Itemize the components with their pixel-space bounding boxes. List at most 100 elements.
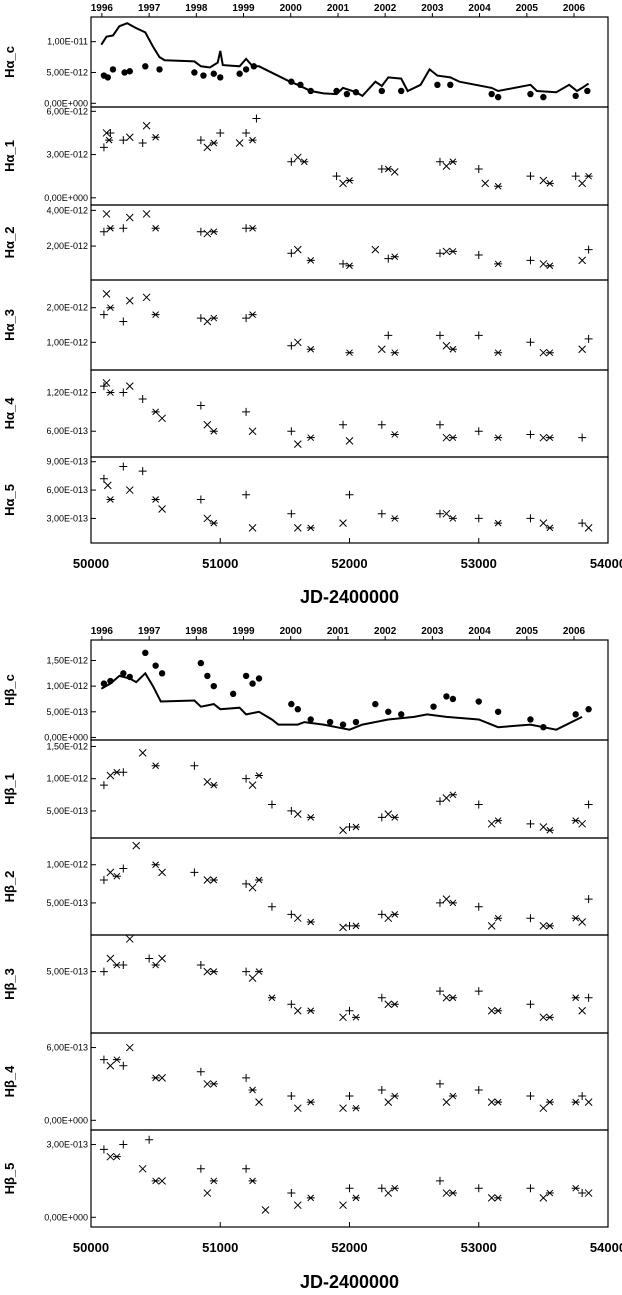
- data-point-plus: [242, 879, 251, 888]
- data-point-plus: [384, 331, 393, 340]
- data-point-cross: [106, 954, 115, 963]
- data-point-dot: [294, 706, 301, 713]
- data-point-star: [390, 1184, 399, 1192]
- data-point-plus: [267, 800, 276, 809]
- data-point-star: [390, 1092, 399, 1100]
- data-point-plus: [287, 910, 296, 919]
- data-point-star: [448, 791, 457, 799]
- data-point-cross: [578, 819, 587, 828]
- data-point-star: [494, 817, 503, 824]
- panel-label: Hα_4: [2, 397, 17, 430]
- data-point-dot: [121, 69, 128, 76]
- year-label: 2002: [374, 626, 397, 637]
- year-label: 1999: [232, 626, 255, 637]
- data-point-star: [390, 1000, 399, 1008]
- panel-label: Hα_5: [2, 484, 17, 516]
- chart-group-halpha: 1996 1997 1998 1999 2000 2001 2002 2003 2004 2005…: [2, 3, 622, 607]
- data-point-dot: [104, 74, 112, 81]
- panel-1-4: Hβ_4 0,00E+000 6,00E-013: [2, 1032, 609, 1131]
- data-point-plus: [435, 898, 444, 907]
- data-point-star: [390, 253, 399, 261]
- panel-0-2: Hα_2 2,00E-012 4,00E-012: [2, 204, 609, 281]
- data-point-star: [106, 496, 115, 503]
- data-point-plus: [119, 317, 128, 326]
- data-point-cross: [255, 1098, 263, 1106]
- data-point-star: [306, 1194, 315, 1202]
- data-point-star: [545, 349, 554, 357]
- data-point-plus: [474, 987, 483, 996]
- data-point-cross: [442, 509, 451, 518]
- data-point-plus: [138, 139, 147, 148]
- data-point-cross: [102, 289, 111, 298]
- data-point-plus: [435, 1079, 444, 1088]
- data-point-dot: [434, 81, 441, 89]
- model-line: [100, 22, 590, 98]
- data-point-star: [248, 224, 257, 232]
- data-point-star: [448, 1189, 457, 1197]
- data-point-cross: [539, 1194, 548, 1202]
- data-point-dot: [398, 711, 405, 718]
- data-point-plus: [138, 395, 147, 403]
- data-point-star: [390, 814, 399, 821]
- data-point-star: [151, 311, 160, 318]
- data-point-plus: [196, 314, 205, 323]
- data-point-star: [306, 1007, 315, 1015]
- data-point-cross: [203, 317, 212, 326]
- y-tick-label: 0,00E+000: [44, 98, 88, 108]
- data-point-plus: [196, 227, 205, 236]
- data-point-star: [448, 248, 457, 255]
- data-point-star: [448, 515, 457, 522]
- data-point-plus: [435, 509, 444, 518]
- year-label: 2003: [421, 626, 444, 637]
- data-point-plus: [526, 1000, 535, 1009]
- data-point-cross: [539, 519, 548, 528]
- data-point-star: [112, 961, 121, 969]
- data-point-plus: [242, 314, 251, 323]
- data-point-plus: [119, 1061, 128, 1070]
- data-point-cross: [102, 210, 111, 218]
- y-tick-label: 5,00E-012: [46, 67, 88, 77]
- data-point-dot: [288, 78, 295, 85]
- data-point-star: [494, 434, 503, 442]
- year-label: 2006: [563, 626, 586, 637]
- data-point-star: [209, 1080, 218, 1088]
- data-point-plus: [119, 388, 128, 397]
- data-point-plus: [584, 334, 593, 343]
- data-point-cross: [584, 1189, 593, 1197]
- y-tick-label: 6,00E-013: [46, 426, 88, 436]
- data-point-dot: [142, 63, 149, 70]
- data-point-cross: [384, 810, 393, 818]
- panel-1-0: Hβ_c 0,00E+000 5,00E-013 1,00E-012 1,50E-012: [2, 639, 609, 742]
- data-point-cross: [158, 505, 166, 513]
- data-point-dot: [307, 716, 314, 723]
- data-point-dot: [250, 63, 258, 70]
- data-point-star: [151, 861, 160, 869]
- data-point-plus: [145, 1135, 154, 1144]
- data-point-cross: [106, 1061, 115, 1070]
- data-point-dot: [191, 69, 198, 76]
- y-tick-label: 0,00E+000: [44, 1115, 88, 1125]
- data-point-star: [112, 768, 121, 776]
- y-tick-label: 0,00E+000: [44, 193, 88, 203]
- data-point-star: [151, 1074, 160, 1082]
- data-point-star: [306, 814, 315, 821]
- panel-1-5: Hβ_5 0,00E+000 3,00E-013: [2, 1129, 609, 1228]
- data-point-cross: [339, 1201, 347, 1210]
- data-point-plus: [287, 806, 296, 815]
- data-point-plus: [252, 114, 261, 123]
- year-label: 2000: [280, 3, 303, 14]
- data-point-plus: [384, 254, 393, 263]
- data-point-star: [306, 918, 315, 926]
- data-point-plus: [578, 1189, 587, 1198]
- data-point-plus: [526, 819, 535, 828]
- data-point-dot: [242, 672, 250, 680]
- data-point-star: [255, 968, 264, 975]
- data-point-star: [306, 345, 315, 353]
- data-point-cross: [339, 519, 347, 528]
- data-point-dot: [488, 90, 495, 98]
- data-point-plus: [584, 245, 593, 254]
- data-point-star: [209, 781, 218, 789]
- data-point-plus: [332, 172, 341, 181]
- data-point-cross: [539, 921, 548, 930]
- data-point-star: [448, 1092, 457, 1100]
